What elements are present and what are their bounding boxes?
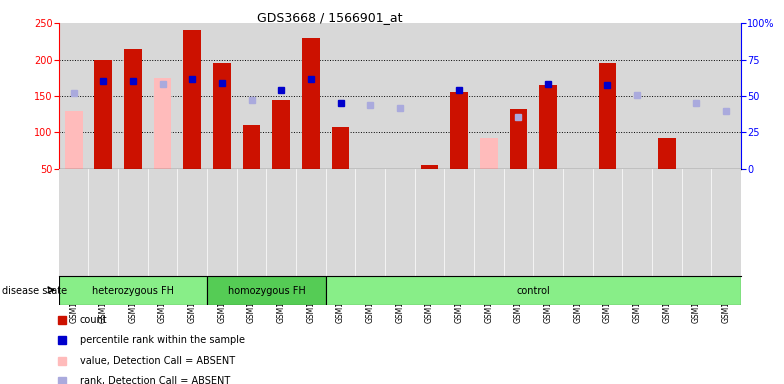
Bar [124, 48, 142, 169]
Bar [450, 92, 468, 169]
Bar [420, 165, 438, 169]
Bar [332, 127, 350, 169]
Text: homozygous FH: homozygous FH [227, 286, 305, 296]
Bar [213, 63, 230, 169]
Bar [302, 38, 320, 169]
Bar [325, 276, 741, 305]
Text: rank, Detection Call = ABSENT: rank, Detection Call = ABSENT [80, 376, 230, 384]
Bar [243, 125, 260, 169]
Bar [94, 60, 112, 169]
Bar [154, 78, 172, 169]
Text: percentile rank within the sample: percentile rank within the sample [80, 335, 245, 345]
Text: heterozygous FH: heterozygous FH [92, 286, 174, 296]
Text: GDS3668 / 1566901_at: GDS3668 / 1566901_at [256, 12, 402, 25]
Bar [658, 137, 676, 169]
Bar [272, 99, 290, 169]
Bar [183, 30, 201, 169]
Bar [207, 276, 325, 305]
Text: value, Detection Call = ABSENT: value, Detection Call = ABSENT [80, 356, 235, 366]
Text: count: count [80, 315, 107, 325]
Bar [480, 137, 498, 169]
Bar [65, 111, 82, 169]
Bar [510, 109, 528, 169]
Bar [59, 276, 207, 305]
Text: disease state: disease state [2, 286, 67, 296]
Bar [539, 85, 557, 169]
Bar [598, 63, 616, 169]
Text: control: control [517, 286, 550, 296]
